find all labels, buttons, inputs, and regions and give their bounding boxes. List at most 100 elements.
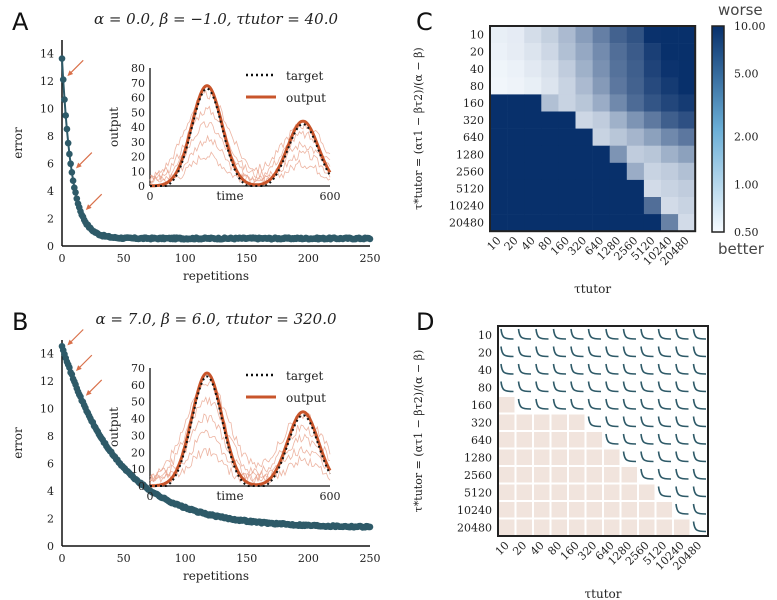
mini-error-curve xyxy=(552,363,567,375)
diverged-cell xyxy=(569,449,585,465)
inset-y-tick-label: 60 xyxy=(131,379,145,392)
heatmap-cell xyxy=(558,26,576,44)
diverged-cell xyxy=(586,502,602,518)
heatmap-cell xyxy=(661,43,679,61)
inset-x-tick-label: 0 xyxy=(147,190,154,203)
inset-y-tick-label: 0 xyxy=(138,180,145,193)
heatmap-cell xyxy=(643,26,662,44)
mini-error-curve xyxy=(552,381,567,393)
diverged-cell xyxy=(569,414,585,430)
heatmap-cell xyxy=(558,77,576,95)
heatmap-cell xyxy=(626,26,645,44)
heatmap-cell xyxy=(643,162,662,181)
heatmap-cell xyxy=(507,197,525,215)
y-axis-label: error xyxy=(11,427,25,459)
heatmap-cell xyxy=(643,214,662,232)
error-point xyxy=(68,169,76,176)
diverged-cell xyxy=(534,432,550,448)
heatmap-cell xyxy=(661,128,679,146)
heatmap-cell xyxy=(643,111,662,129)
heatmap-cell xyxy=(678,197,696,215)
mini-error-curve xyxy=(657,363,672,375)
diverged-cell xyxy=(604,449,620,465)
heatmap-cell xyxy=(678,179,696,198)
y-tick-label: 12 xyxy=(40,75,54,88)
diverged-cell xyxy=(499,397,515,413)
mini-error-curve xyxy=(675,486,689,498)
heatmap-cell xyxy=(507,111,525,129)
error-point xyxy=(58,55,66,62)
error-point xyxy=(366,235,374,243)
mini-error-curve xyxy=(587,328,602,340)
mini-error-curve xyxy=(692,328,707,340)
heatmap-cell xyxy=(490,145,508,164)
diverged-cell xyxy=(499,467,515,483)
chart-title: α = 0.0, β = −1.0, τtutor = 40.0 xyxy=(94,10,339,28)
legend-target-label: target xyxy=(286,369,323,383)
y-tick-label: 20 xyxy=(478,346,492,359)
x-tick-label: 250 xyxy=(360,252,381,265)
diverged-cell xyxy=(534,467,550,483)
heatmap-cell xyxy=(592,43,610,61)
colorbar-tick-label: 1.00 xyxy=(734,178,759,191)
heatmap-cell xyxy=(490,43,508,61)
mini-error-curve xyxy=(587,363,602,375)
y-tick-label: 2560 xyxy=(456,165,484,178)
heatmap-cell xyxy=(643,60,662,78)
y-tick-label: 0 xyxy=(47,240,54,253)
heatmap-cell xyxy=(626,60,645,78)
y-tick-label: 10 xyxy=(40,103,54,116)
colorbar-tick-label: 2.00 xyxy=(734,131,759,144)
output-line xyxy=(150,84,332,188)
y-tick-label: 4 xyxy=(47,185,54,198)
heatmap-cell xyxy=(643,94,662,112)
heatmap-cell xyxy=(507,77,525,95)
y-tick-label: 160 xyxy=(463,97,484,110)
mini-error-curve xyxy=(692,346,707,358)
diverged-cell xyxy=(604,484,620,500)
y-tick-label: 2560 xyxy=(464,469,492,482)
heatmap-cell xyxy=(661,145,679,164)
heatmap-cell xyxy=(609,77,628,95)
mini-error-curve xyxy=(535,363,549,375)
error-point xyxy=(72,189,79,196)
heatmap-cell xyxy=(626,214,645,232)
heatmap-cell xyxy=(661,214,679,232)
y-tick-label: 160 xyxy=(471,399,492,412)
panel-d: D 10102020404080801601603203206406401280… xyxy=(412,308,709,600)
panel-c-label: C xyxy=(416,8,433,36)
mini-error-curve xyxy=(517,398,532,410)
heatmap-cell xyxy=(507,94,525,112)
x-tick-label: 150 xyxy=(236,552,257,565)
mini-error-curve xyxy=(692,451,707,463)
x-axis-label: τtutor xyxy=(585,587,622,600)
heatmap-cell xyxy=(490,162,508,181)
mini-error-curve xyxy=(622,346,637,358)
heatmap-cell xyxy=(507,60,525,78)
heatmap-cell xyxy=(558,60,576,78)
mini-error-curve xyxy=(657,398,672,410)
heatmap-cell xyxy=(592,214,610,232)
inset-x-tick-label: 600 xyxy=(320,190,341,203)
diverged-cell xyxy=(516,467,532,483)
y-tick-label: 20480 xyxy=(449,217,484,230)
diverged-cell xyxy=(569,432,585,448)
y-tick-label: 14 xyxy=(40,48,54,61)
inset-y-tick-label: 60 xyxy=(131,92,145,105)
mini-error-curve xyxy=(500,328,514,340)
mini-error-curve xyxy=(605,363,619,375)
heatmap-cell xyxy=(490,94,508,112)
y-tick-label: 20480 xyxy=(457,521,492,534)
diverged-cell xyxy=(551,432,567,448)
heatmap-cell xyxy=(678,111,696,129)
arrow-head xyxy=(85,390,92,396)
mini-error-curve xyxy=(552,346,567,358)
diverged-cell xyxy=(534,484,550,500)
diverged-cell xyxy=(534,449,550,465)
diverged-cell xyxy=(569,467,585,483)
diverged-cell xyxy=(551,484,567,500)
output-trace xyxy=(149,396,331,483)
mini-error-curve xyxy=(657,328,672,340)
heatmap-cell xyxy=(592,26,610,44)
diverged-cell xyxy=(551,502,567,518)
